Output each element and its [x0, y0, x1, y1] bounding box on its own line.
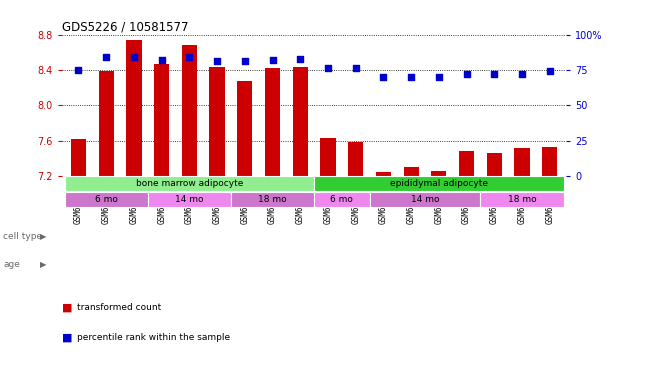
- Point: [129, 54, 139, 60]
- Bar: [404, 167, 419, 176]
- Text: 18 mo: 18 mo: [508, 195, 536, 204]
- Text: ■: ■: [62, 333, 72, 343]
- Text: ▶: ▶: [40, 260, 47, 270]
- Point: [406, 74, 417, 80]
- Bar: [348, 142, 363, 176]
- Text: transformed count: transformed count: [77, 303, 161, 312]
- Bar: [231, 192, 314, 207]
- Text: 6 mo: 6 mo: [331, 195, 353, 204]
- Bar: [542, 147, 557, 176]
- Bar: [237, 81, 253, 176]
- Bar: [64, 192, 148, 207]
- Bar: [98, 71, 114, 176]
- Text: ▶: ▶: [40, 232, 47, 241]
- Bar: [265, 68, 280, 176]
- Bar: [292, 67, 308, 176]
- Point: [434, 74, 444, 80]
- Bar: [210, 67, 225, 176]
- Text: ■: ■: [62, 302, 72, 312]
- Bar: [314, 192, 370, 207]
- Bar: [154, 64, 169, 176]
- Bar: [514, 148, 530, 176]
- Bar: [459, 151, 474, 176]
- Text: cell type: cell type: [3, 232, 42, 241]
- Bar: [71, 139, 86, 176]
- Point: [350, 65, 361, 71]
- Point: [240, 58, 250, 65]
- Point: [156, 57, 167, 63]
- Point: [268, 57, 278, 63]
- Point: [74, 67, 84, 73]
- Bar: [487, 153, 502, 176]
- Bar: [320, 138, 336, 176]
- Text: bone marrow adipocyte: bone marrow adipocyte: [135, 179, 243, 188]
- Text: epididymal adipocyte: epididymal adipocyte: [390, 179, 488, 188]
- Bar: [64, 176, 314, 191]
- Text: percentile rank within the sample: percentile rank within the sample: [77, 333, 230, 343]
- Point: [462, 71, 472, 77]
- Point: [212, 58, 222, 65]
- Point: [544, 68, 555, 74]
- Point: [323, 65, 333, 71]
- Text: 14 mo: 14 mo: [175, 195, 204, 204]
- Point: [489, 71, 499, 77]
- Bar: [126, 40, 141, 176]
- Bar: [370, 192, 480, 207]
- Point: [101, 54, 111, 60]
- Bar: [376, 172, 391, 176]
- Text: GDS5226 / 10581577: GDS5226 / 10581577: [62, 20, 188, 33]
- Point: [184, 54, 195, 60]
- Text: 6 mo: 6 mo: [95, 195, 118, 204]
- Text: 18 mo: 18 mo: [258, 195, 287, 204]
- Point: [517, 71, 527, 77]
- Bar: [480, 192, 564, 207]
- Point: [295, 56, 305, 62]
- Bar: [182, 45, 197, 176]
- Text: 14 mo: 14 mo: [411, 195, 439, 204]
- Bar: [431, 170, 447, 176]
- Bar: [314, 176, 564, 191]
- Point: [378, 74, 389, 80]
- Bar: [148, 192, 231, 207]
- Text: age: age: [3, 260, 20, 270]
